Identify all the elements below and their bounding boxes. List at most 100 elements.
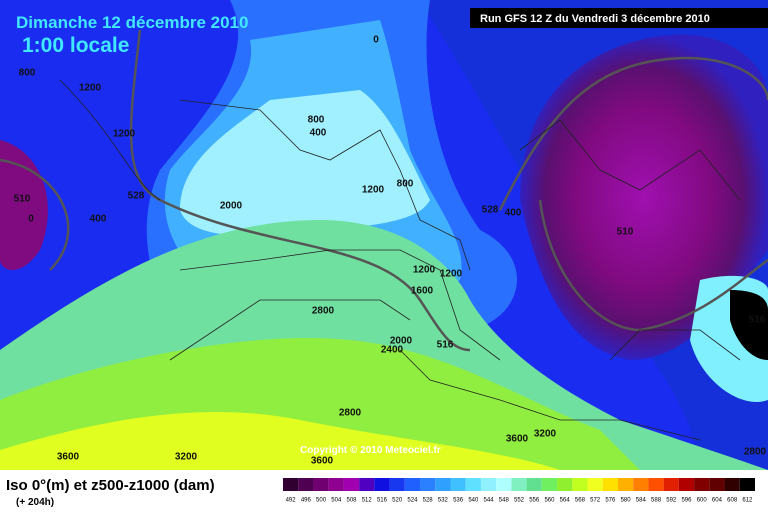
scale-swatch xyxy=(298,478,314,491)
lead-time: (+ 204h) xyxy=(16,497,54,508)
contour-label: 2000 xyxy=(220,201,243,212)
scale-swatch xyxy=(663,478,679,491)
run-info: Run GFS 12 Z du Vendredi 3 décembre 2010 xyxy=(480,13,710,25)
contour-label: 3600 xyxy=(311,456,334,467)
scale-swatch xyxy=(572,478,588,491)
map-labels: 0 800 1200 1200 800 400 510 528 0 400 12… xyxy=(14,35,767,467)
scale-swatch xyxy=(694,478,710,491)
scale-label: 496 xyxy=(301,498,312,504)
scale-label: 512 xyxy=(362,498,373,504)
scale-label: 576 xyxy=(605,498,616,504)
scale-label: 580 xyxy=(621,498,632,504)
contour-label: 1200 xyxy=(362,185,385,196)
scale-label: 588 xyxy=(651,498,662,504)
scale-label: 556 xyxy=(529,498,540,504)
scale-swatch xyxy=(617,478,634,491)
scale-label: 540 xyxy=(468,498,479,504)
scale-label: 600 xyxy=(697,498,708,504)
scale-swatch xyxy=(633,478,649,491)
scale-label: 552 xyxy=(514,498,525,504)
scale-label: 564 xyxy=(560,498,571,504)
map-background xyxy=(0,0,768,470)
contour-label: 400 xyxy=(90,214,107,225)
contour-label: 3200 xyxy=(534,429,557,440)
scale-label: 548 xyxy=(499,498,510,504)
copyright: Copyright © 2010 Meteociel.fr xyxy=(300,445,441,456)
contour-label: 3600 xyxy=(506,434,529,445)
scale-label: 508 xyxy=(347,498,358,504)
scale-label: 520 xyxy=(392,498,403,504)
scale-swatch xyxy=(374,478,390,491)
scale-label: 524 xyxy=(407,498,418,504)
scale-label: 532 xyxy=(438,498,449,504)
contour-label: 1200 xyxy=(413,265,436,276)
contour-label: 2800 xyxy=(312,306,335,317)
date-title: Dimanche 12 décembre 2010 xyxy=(16,13,248,32)
contour-label: 800 xyxy=(19,68,36,79)
contour-label: 1600 xyxy=(411,286,434,297)
scale-swatch xyxy=(648,478,664,491)
contour-label: 2400 xyxy=(381,345,404,356)
scale-swatch xyxy=(541,478,558,491)
scale-swatch xyxy=(420,478,436,491)
scale-swatch xyxy=(480,478,497,491)
scale-swatch xyxy=(511,478,527,491)
contour-label: 2000 xyxy=(390,336,413,347)
scale-swatch xyxy=(404,478,421,491)
scale-swatch xyxy=(526,478,542,491)
scale-swatch xyxy=(724,478,740,491)
scale-swatch xyxy=(557,478,573,491)
scale-label: 492 xyxy=(286,498,297,504)
scale-label: 612 xyxy=(742,498,753,504)
scale-label: 572 xyxy=(590,498,601,504)
contour-label: 3600 xyxy=(57,452,80,463)
scale-swatch xyxy=(709,478,725,491)
scale-label: 500 xyxy=(316,498,327,504)
contour-label: 800 xyxy=(308,115,325,126)
scale-swatch xyxy=(739,478,755,491)
scale-swatch xyxy=(602,478,618,491)
scale-swatch xyxy=(678,478,695,491)
scale-swatch xyxy=(465,478,481,491)
scale-swatch xyxy=(587,478,603,491)
scale-label: 544 xyxy=(484,498,495,504)
contour-label: 1200 xyxy=(113,129,136,140)
contour-label: 400 xyxy=(310,128,327,139)
scale-swatch xyxy=(496,478,512,491)
scale-label: 596 xyxy=(681,498,692,504)
contour-label: 516 xyxy=(749,315,766,326)
run-box xyxy=(470,8,768,28)
contour-label: 400 xyxy=(505,208,522,219)
legend-title: Iso 0°(m) et z500-z1000 (dam) xyxy=(6,477,215,494)
scale-label: 504 xyxy=(331,498,342,504)
contour-label: 2800 xyxy=(339,408,362,419)
contour-label: 510 xyxy=(617,227,634,238)
contour-label: 528 xyxy=(128,191,145,202)
scale-swatch xyxy=(389,478,405,491)
scale-swatch xyxy=(313,478,329,491)
scale-label: 568 xyxy=(575,498,586,504)
scale-swatch xyxy=(283,478,299,491)
time-title: 1:00 locale xyxy=(22,34,129,57)
contour-label: 3200 xyxy=(175,452,198,463)
scale-label: 592 xyxy=(666,498,677,504)
contour-label: 2800 xyxy=(744,447,767,458)
contour-label: 800 xyxy=(397,179,414,190)
contour-label: 516 xyxy=(437,340,454,351)
scale-swatch xyxy=(450,478,466,491)
contour-label: 1200 xyxy=(79,83,102,94)
color-scale: 492 496 500 504 508 512 516 520 524 528 532 536 540 5… xyxy=(283,478,755,504)
contour-label: 0 xyxy=(373,35,379,46)
scale-swatch xyxy=(359,478,375,491)
contour-label: 0 xyxy=(28,214,34,225)
scale-swatch xyxy=(435,478,451,491)
contour-label: 1200 xyxy=(440,269,463,280)
contour-label: 528 xyxy=(482,205,499,216)
scale-label: 560 xyxy=(544,498,555,504)
scale-label: 608 xyxy=(727,498,738,504)
scale-label: 584 xyxy=(636,498,647,504)
scale-swatch xyxy=(328,478,344,491)
scale-label: 528 xyxy=(423,498,434,504)
scale-label: 516 xyxy=(377,498,388,504)
